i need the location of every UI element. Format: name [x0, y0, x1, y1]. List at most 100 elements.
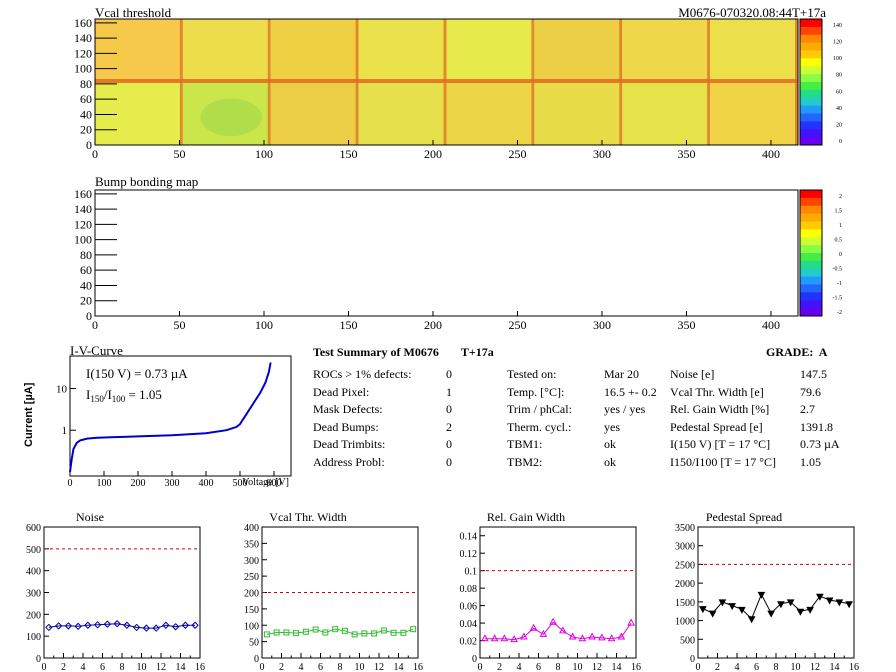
summary-label: Dead Trimbits: — [313, 437, 386, 451]
row-seam — [95, 79, 798, 83]
data-point — [371, 630, 378, 637]
iv-x-tick-label: 500 — [233, 478, 248, 487]
data-point — [361, 630, 368, 637]
palette-band — [800, 129, 822, 138]
y-tick-label: 0 — [86, 309, 92, 323]
iv-x-tick-label: 200 — [131, 478, 146, 487]
y-tick-label: 60 — [80, 92, 92, 106]
y-tick-label: 20 — [80, 123, 92, 137]
palette-band — [800, 300, 822, 309]
x-tick-label: 0 — [92, 147, 98, 161]
x-tick-label: 10 — [137, 662, 147, 672]
y-tick-label: 150 — [244, 605, 259, 616]
data-point — [191, 621, 199, 629]
module-id-label: M0676-070320.08:44T+17a — [678, 5, 826, 20]
x-tick-label: 6 — [100, 662, 105, 672]
chart-title: Pedestal Spread — [706, 510, 782, 524]
roc-block — [270, 19, 359, 82]
roc-block — [95, 19, 183, 82]
summary-label: I(150 V) [T = 17 °C] — [670, 437, 771, 451]
summary-label: Pedestal Spread [e] — [670, 419, 763, 434]
summary-label: Rel. Gain Width [%] — [670, 402, 770, 416]
data-point — [699, 606, 707, 614]
data-point — [142, 624, 151, 632]
y-tick-label: 300 — [244, 556, 259, 567]
low-threshold-patch — [200, 98, 262, 137]
pedestal-spread-chart: Pedestal Spread 0 2 4 6 8 10 12 14 16 0 500 1000 1500… — [675, 510, 859, 672]
y-tick-label: 0.12 — [460, 549, 478, 560]
summary-label: ROCs > 1% defects: — [313, 367, 412, 381]
y-tick-label: 20 — [80, 294, 92, 308]
x-tick-label: 6 — [318, 662, 323, 672]
y-tick-label: 500 — [26, 545, 41, 556]
summary-value: 1.05 — [800, 454, 821, 469]
roc-edge — [619, 19, 623, 82]
summary-label: TBM2: — [507, 454, 543, 469]
x-tick-label: 12 — [592, 662, 602, 672]
roc-block — [710, 19, 798, 82]
y-tick-label: 200 — [26, 610, 41, 621]
iv-y-tick-label: 10 — [56, 383, 68, 395]
palette-tick-label: 1.5 — [835, 209, 843, 215]
x-tick-label: 0 — [92, 318, 98, 332]
data-point — [162, 621, 170, 629]
noise-chart: Noise 0 2 4 6 8 10 12 14 16 0 100 200 300 400 500 600 — [26, 510, 205, 672]
x-tick-label: 10 — [355, 662, 365, 672]
palette-frame — [799, 18, 823, 146]
palette-band — [800, 74, 822, 83]
palette-tick-label: 0 — [839, 252, 842, 258]
summary-label: TBM1: — [507, 437, 543, 451]
summary-label: Tested on: — [507, 367, 557, 381]
x-tick-label: 150 — [339, 318, 357, 332]
vcal-map-title: Vcal threshold — [95, 5, 172, 20]
data-point — [627, 618, 635, 626]
summary-label: Mask Defects: — [313, 402, 383, 416]
data-point — [500, 634, 509, 642]
x-tick-label: 14 — [176, 662, 186, 672]
bump-map-title: Bump bonding map — [95, 174, 198, 189]
map-frame — [94, 18, 799, 146]
y-tick-label: 0 — [86, 138, 92, 152]
series-line — [484, 621, 632, 641]
x-tick-label: 250 — [508, 318, 526, 332]
grade-value: A — [818, 345, 828, 359]
palette-band — [800, 308, 822, 317]
x-tick-label: 0 — [42, 662, 47, 672]
palette-band — [800, 190, 822, 199]
iv-xlabel: Voltage [V] — [242, 477, 289, 487]
iv-y-tick-label: 1 — [62, 425, 68, 437]
y-tick-label: 0 — [472, 654, 477, 665]
x-tick-label: 4 — [735, 662, 740, 672]
palette-band — [800, 292, 822, 301]
y-tick-label: 120 — [74, 217, 92, 231]
data-point — [708, 610, 717, 618]
y-tick-label: 3500 — [675, 523, 695, 534]
x-tick-label: 10 — [573, 662, 583, 672]
palette-band — [800, 89, 822, 99]
data-point — [796, 608, 805, 616]
data-point — [45, 623, 53, 632]
data-point — [549, 617, 557, 625]
y-tick-label: 0.1 — [465, 567, 478, 578]
test-summary: Test Summary of M0676 T+17a GRADE: A ROCs… — [300, 342, 896, 477]
x-tick-label: 2 — [61, 662, 66, 672]
y-tick-label: 140 — [74, 31, 92, 45]
data-point — [74, 622, 82, 631]
iv-legend-1: I(150 V) = 0.73 µA — [86, 366, 188, 381]
iv-x-tick-label: 400 — [199, 478, 214, 487]
palette-band — [800, 121, 822, 130]
data-point — [738, 606, 746, 614]
iv-series-line — [69, 362, 272, 473]
iv-x-tick-label: 300 — [165, 478, 180, 487]
data-point — [481, 634, 489, 642]
data-point — [728, 603, 736, 611]
x-tick-label: 350 — [677, 147, 695, 161]
palette-tick-label: -0.5 — [833, 267, 843, 273]
y-tick-label: 0 — [36, 654, 41, 665]
palette-band — [800, 137, 822, 146]
roc-block — [95, 82, 183, 145]
roc-edge — [267, 82, 271, 145]
y-tick-label: 0.02 — [460, 637, 478, 648]
chart-title: Rel. Gain Width — [487, 510, 565, 524]
